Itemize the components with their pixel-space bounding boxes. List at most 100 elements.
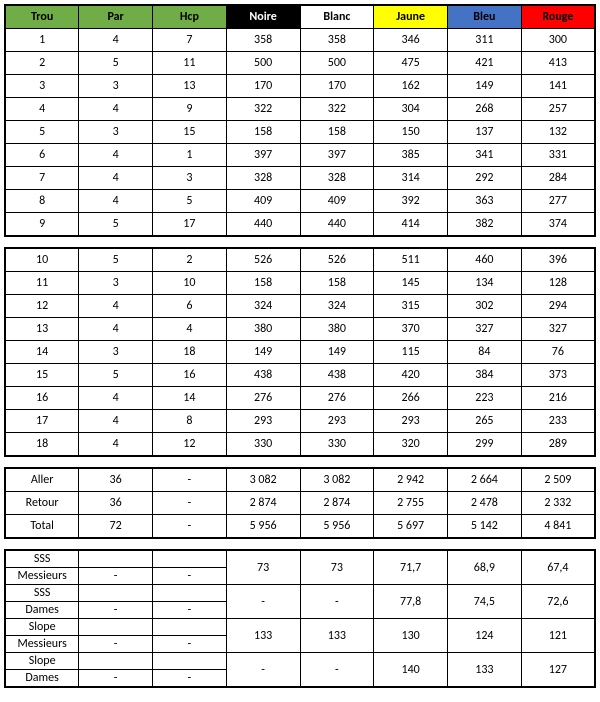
cell-par: 4	[79, 144, 153, 167]
cell-jaune: 2 942	[374, 468, 448, 492]
table-row: 641397397385341331	[5, 144, 595, 167]
cell-noire: 293	[226, 410, 300, 433]
cell-rouge: 76	[521, 341, 595, 364]
col-trou: Trou	[5, 5, 79, 29]
cell-rouge: 300	[521, 29, 595, 52]
cell-par: 3	[79, 75, 153, 98]
cell-blanc: 158	[300, 272, 374, 295]
cell-par: 4	[79, 29, 153, 52]
cell-rating-label: SlopeDames	[5, 653, 79, 688]
header-row: Trou Par Hcp Noire Blanc Jaune Bleu Roug…	[5, 5, 595, 29]
cell-noire: 397	[226, 144, 300, 167]
cell-hcp: 10	[153, 272, 227, 295]
rating-label-line2: Messieurs	[6, 568, 78, 584]
cell-noire: 358	[226, 29, 300, 52]
cell-jaune: 420	[374, 364, 448, 387]
cell-par: 5	[79, 364, 153, 387]
table-row: Retour36-2 8742 8742 7552 4782 332	[5, 492, 595, 515]
cell-noire: 328	[226, 167, 300, 190]
cell-bleu: 133	[448, 653, 522, 688]
cell-trou: 1	[5, 29, 79, 52]
table-row: 3313170170162149141	[5, 75, 595, 98]
scorecard-back9: 1052526526511460396113101581581451341281…	[4, 247, 596, 457]
cell-hcp: 11	[153, 52, 227, 75]
col-hcp: Hcp	[153, 5, 227, 29]
cell-par: -	[79, 585, 153, 619]
scorecard-front9: Trou Par Hcp Noire Blanc Jaune Bleu Roug…	[4, 4, 596, 237]
cell-hcp: 3	[153, 167, 227, 190]
cell-hcp: 18	[153, 341, 227, 364]
cell-blanc: 158	[300, 121, 374, 144]
cell-rouge: 396	[521, 248, 595, 272]
cell-hcp: 1	[153, 144, 227, 167]
cell-par: 4	[79, 98, 153, 121]
cell-par: 72	[79, 515, 153, 539]
col-rouge: Rouge	[521, 5, 595, 29]
cell-jaune: 385	[374, 144, 448, 167]
cell-jaune: 5 697	[374, 515, 448, 539]
cell-hcp: -	[153, 585, 227, 619]
cell-hcp: 4	[153, 318, 227, 341]
table-row: 743328328314292284	[5, 167, 595, 190]
cell-hcp: 2	[153, 248, 227, 272]
cell-bleu: 149	[448, 75, 522, 98]
cell-blanc: 293	[300, 410, 374, 433]
cell-trou: 5	[5, 121, 79, 144]
rating-label-line2: Messieurs	[6, 636, 78, 652]
cell-trou: 10	[5, 248, 79, 272]
cell-trou: 14	[5, 341, 79, 364]
cell-noire: 5 956	[226, 515, 300, 539]
cell-noire: 158	[226, 121, 300, 144]
table-row: 11310158158145134128	[5, 272, 595, 295]
cell-par: 5	[79, 52, 153, 75]
cell-hcp: -	[153, 619, 227, 653]
rating-label-line1: Slope	[6, 619, 78, 636]
table-row: 15516438438420384373	[5, 364, 595, 387]
cell-rouge: 289	[521, 433, 595, 457]
cell-trou: 9	[5, 213, 79, 237]
cell-rouge: 67,4	[521, 550, 595, 585]
cell-jaune: 346	[374, 29, 448, 52]
cell-blanc: 397	[300, 144, 374, 167]
cell-noire: 170	[226, 75, 300, 98]
col-par: Par	[79, 5, 153, 29]
cell-noire: 500	[226, 52, 300, 75]
cell-par: 5	[79, 213, 153, 237]
table-row: SlopeDames - ---140133127	[5, 653, 595, 688]
cell-jaune: 2 755	[374, 492, 448, 515]
cell-bleu: 460	[448, 248, 522, 272]
cell-rouge: 413	[521, 52, 595, 75]
cell-rouge: 132	[521, 121, 595, 144]
cell-blanc: 330	[300, 433, 374, 457]
cell-blanc: 170	[300, 75, 374, 98]
table-row: 9517440440414382374	[5, 213, 595, 237]
cell-trou: 3	[5, 75, 79, 98]
cell-bleu: 84	[448, 341, 522, 364]
cell-par: 4	[79, 387, 153, 410]
cell-bleu: 2 478	[448, 492, 522, 515]
cell-jaune: 77,8	[374, 585, 448, 619]
table-row: 1748293293293265233	[5, 410, 595, 433]
cell-blanc: -	[300, 585, 374, 619]
rating-label-line1: SSS	[6, 585, 78, 602]
cell-blanc: 3 082	[300, 468, 374, 492]
cell-noire: 149	[226, 341, 300, 364]
cell-label: Retour	[5, 492, 79, 515]
cell-rouge: 327	[521, 318, 595, 341]
cell-noire: 438	[226, 364, 300, 387]
cell-rouge: 141	[521, 75, 595, 98]
cell-hcp: 9	[153, 98, 227, 121]
rating-label-line2: Dames	[6, 602, 78, 618]
table-row: 1052526526511460396	[5, 248, 595, 272]
cell-rouge: 128	[521, 272, 595, 295]
table-row: 147358358346311300	[5, 29, 595, 52]
cell-hcp: 17	[153, 213, 227, 237]
cell-trou: 16	[5, 387, 79, 410]
cell-rouge: 72,6	[521, 585, 595, 619]
cell-rouge: 121	[521, 619, 595, 653]
table-row: SlopeMessieurs - -133133130124121	[5, 619, 595, 653]
cell-noire: 322	[226, 98, 300, 121]
cell-jaune: 162	[374, 75, 448, 98]
cell-par: -	[79, 619, 153, 653]
cell-bleu: 134	[448, 272, 522, 295]
